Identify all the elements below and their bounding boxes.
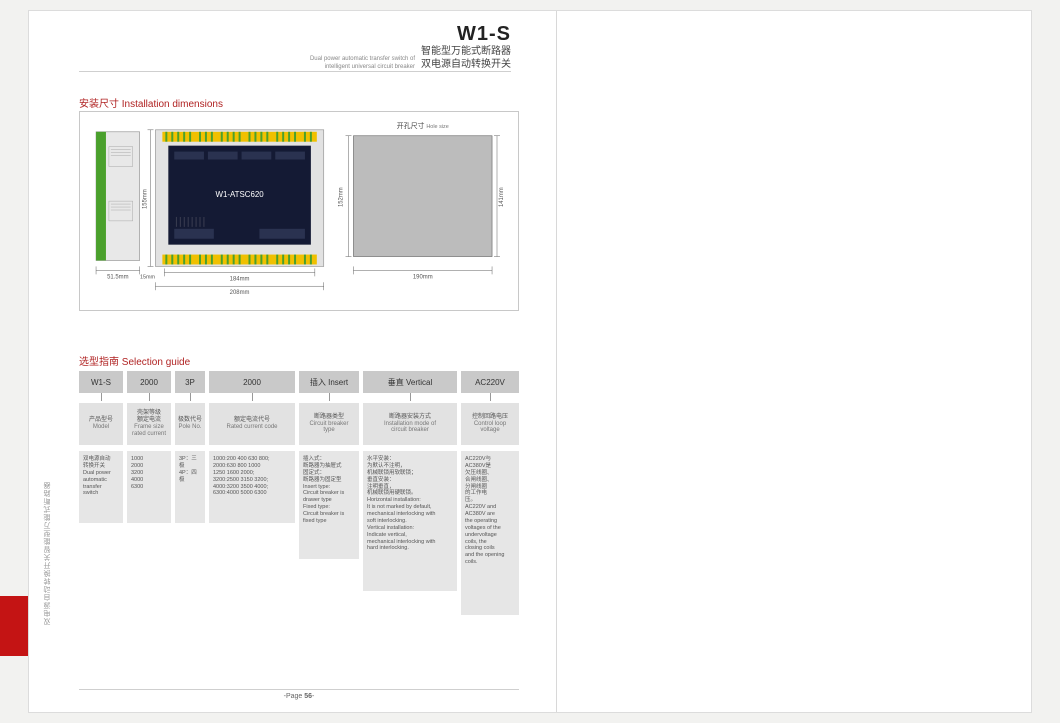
svg-text:208mm: 208mm: [230, 290, 250, 296]
guide-label-6: 控制回路电压Control loop voltage: [461, 403, 519, 445]
header-en-1: Dual power automatic transfer switch of: [310, 56, 415, 63]
guide-value-1: 2000: [127, 371, 171, 393]
side-vertical-label: 双电源自动转换开关智能型万能式断路器: [43, 481, 53, 625]
guide-connector-5: [363, 393, 457, 401]
device-label: W1-ATSC620: [216, 190, 265, 199]
guide-desc-5: 水平安装： 为默认不注明， 机械联锁用软联锁； 垂直安装： 注明垂直， 机械联锁…: [363, 451, 457, 591]
header-cn-2: 双电源自动转换开关: [421, 59, 511, 72]
page-number: -Page 56-: [79, 693, 519, 700]
installation-diagram: 51.5mm: [79, 111, 519, 311]
header-en-2: intelligent universal circuit breaker: [310, 64, 415, 71]
guide-label-1: 壳架等级 额定电流Frame size rated current: [127, 403, 171, 445]
guide-connector-row: [79, 393, 519, 401]
guide-connector-2: [175, 393, 205, 401]
guide-label-0: 产品型号Model: [79, 403, 123, 445]
header-model: W1-S: [310, 23, 511, 46]
guide-connector-6: [461, 393, 519, 401]
guide-label-row: 产品型号Model壳架等级 额定电流Frame size rated curre…: [79, 403, 519, 445]
guide-connector-4: [299, 393, 359, 401]
page-footer-rule: [79, 689, 519, 690]
guide-desc-row: 双电源自动 转换开关 Dual power automatic transfer…: [79, 451, 519, 615]
section-title-dimensions: 安装尺寸 Installation dimensions: [79, 95, 223, 110]
header-rule: [79, 71, 511, 72]
page-header: W1-S Dual power automatic transfer switc…: [310, 23, 511, 71]
guide-connector-1: [127, 393, 171, 401]
svg-text:15mm: 15mm: [140, 274, 156, 280]
guide-value-3: 2000: [209, 371, 295, 393]
guide-desc-6: AC220V与 AC380V是 欠压线圈、 合闸线圈、 分闸线圈 的工作电 压。…: [461, 451, 519, 615]
page-sheet: W1-S Dual power automatic transfer switc…: [28, 10, 1032, 713]
guide-value-5: 垂直 Vertical: [363, 371, 457, 393]
page-center-divider: [556, 11, 557, 712]
guide-label-2: 极数代号Pole No.: [175, 403, 205, 445]
svg-text:152mm: 152mm: [339, 187, 345, 207]
guide-desc-2: 3P：三极 4P：四极: [175, 451, 205, 523]
guide-desc-0: 双电源自动 转换开关 Dual power automatic transfer…: [79, 451, 123, 523]
guide-desc-1: 1000 2000 3200 4000 6300: [127, 451, 171, 523]
guide-value-2: 3P: [175, 371, 205, 393]
guide-value-row: W1-S20003P2000插入 Insert垂直 VerticalAC220V: [79, 371, 519, 393]
guide-desc-3: 1000:200 400 630 800; 2000:630 800 1000 …: [209, 451, 295, 523]
guide-desc-4: 插入式： 断路器为抽屉式 固定式： 断路器为固定型 Insert type: C…: [299, 451, 359, 559]
red-side-tab: [0, 596, 28, 656]
svg-text:155mm: 155mm: [143, 189, 149, 209]
svg-text:184mm: 184mm: [230, 276, 250, 282]
guide-value-4: 插入 Insert: [299, 371, 359, 393]
header-cn-1: 智能型万能式断路器: [421, 46, 511, 59]
guide-connector-3: [209, 393, 295, 401]
guide-value-0: W1-S: [79, 371, 123, 393]
guide-value-6: AC220V: [461, 371, 519, 393]
guide-label-3: 额定电流代号Rated current code: [209, 403, 295, 445]
dim-left-w: 51.5mm: [107, 274, 129, 280]
guide-label-5: 断路器安装方式Installation mode of circuit brea…: [363, 403, 457, 445]
guide-connector-0: [79, 393, 123, 401]
section-title-guide: 选型指南 Selection guide: [79, 353, 190, 368]
svg-text:190mm: 190mm: [413, 274, 433, 280]
svg-text:141mm: 141mm: [499, 187, 505, 207]
svg-text:开孔尺寸 Hole size: 开孔尺寸 Hole size: [397, 121, 449, 130]
guide-label-4: 断路器类型Circuit breaker type: [299, 403, 359, 445]
